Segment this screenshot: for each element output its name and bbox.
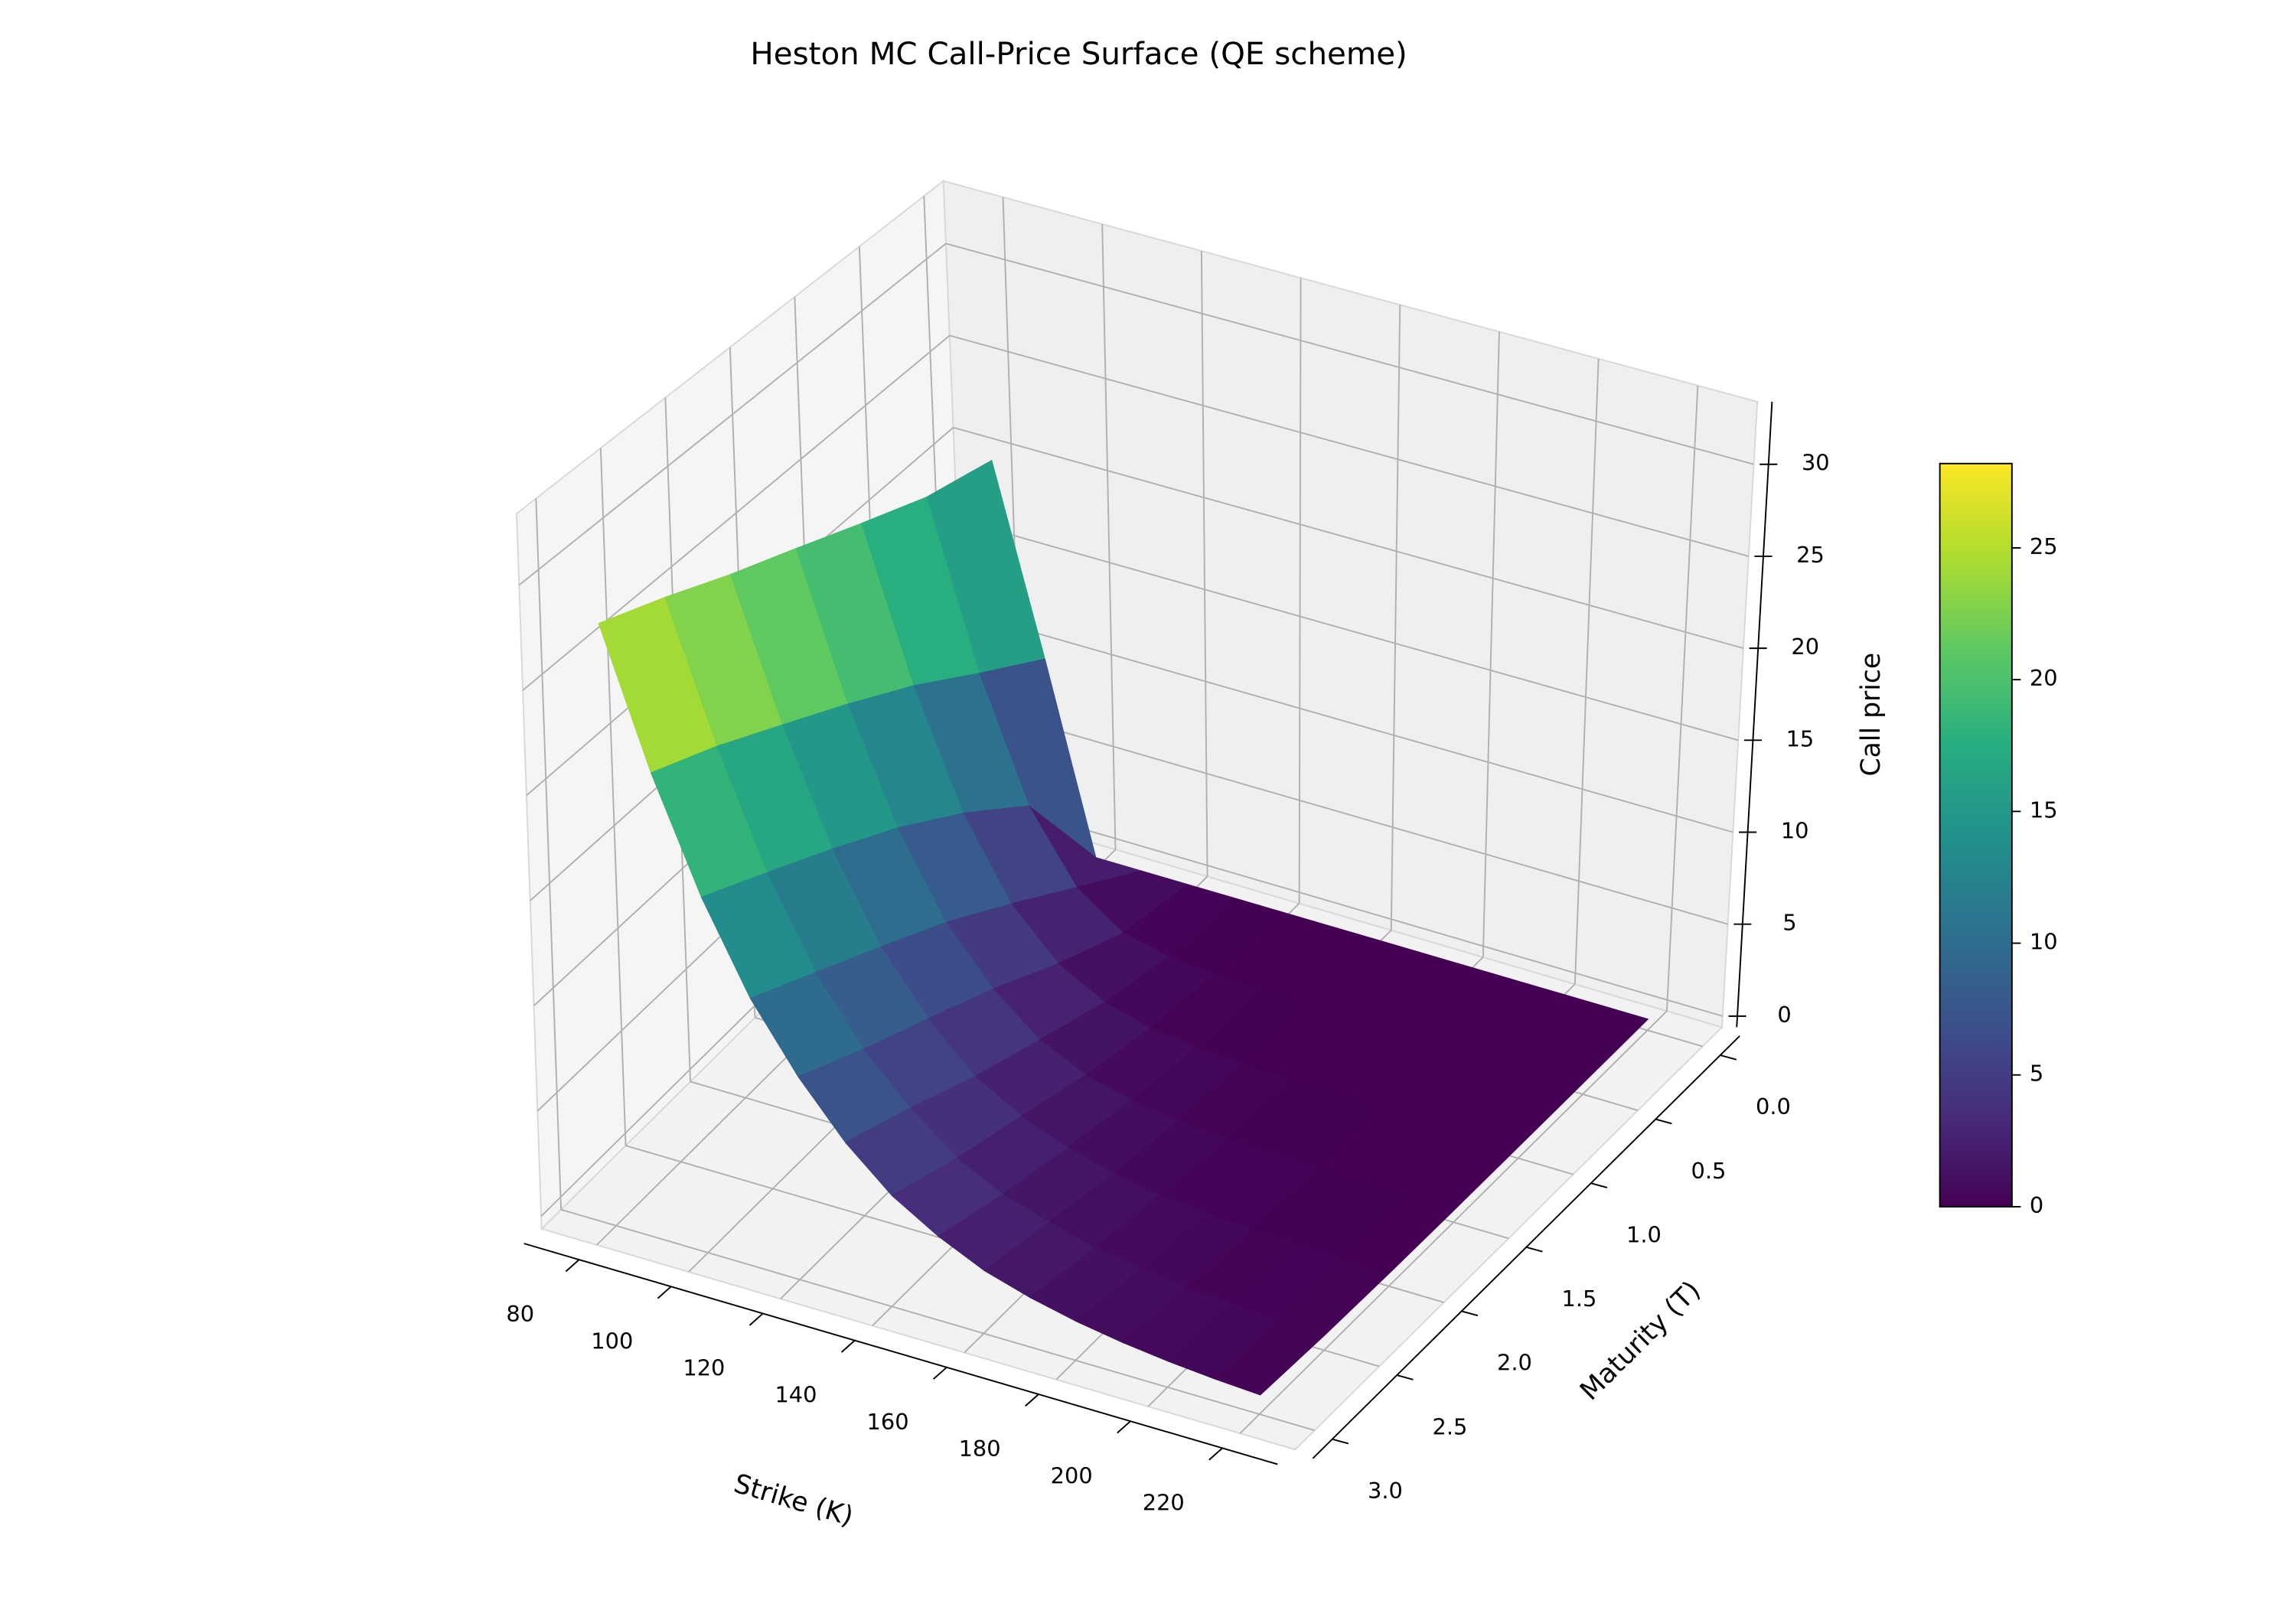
surface-facet bbox=[1214, 1319, 1326, 1396]
grid-line bbox=[535, 498, 563, 1210]
grid-line bbox=[1200, 250, 1208, 877]
z-tick-label: 5 bbox=[1782, 910, 1796, 936]
grid-line bbox=[964, 702, 1728, 925]
grid-line bbox=[967, 794, 1724, 1017]
x-tick-label: 80 bbox=[506, 1301, 534, 1327]
grid-line bbox=[945, 243, 1754, 465]
colorbar: 0 5 10 15 20 25 bbox=[1939, 462, 2058, 1218]
colorbar-tick-label: 0 bbox=[2030, 1192, 2043, 1218]
y-tick bbox=[1590, 1182, 1608, 1188]
grid-line bbox=[522, 334, 951, 691]
colorbar-tick-label: 20 bbox=[2030, 665, 2058, 691]
grid-line bbox=[949, 334, 1750, 557]
y-tick-label: 2.0 bbox=[1497, 1350, 1532, 1376]
grid-line bbox=[1101, 223, 1117, 850]
grid-line bbox=[1665, 385, 1699, 1012]
surface bbox=[598, 460, 1649, 1396]
z-axis-title: Call price bbox=[1856, 653, 1887, 777]
x-tick-label: 200 bbox=[1051, 1462, 1093, 1488]
grid-line bbox=[1574, 358, 1600, 985]
z-tick-label: 10 bbox=[1781, 818, 1809, 844]
z-tick-label: 20 bbox=[1791, 634, 1819, 660]
chart-title: Heston MC Call-Price Surface (QE scheme) bbox=[750, 36, 1407, 72]
y-tick-label: 3.0 bbox=[1368, 1478, 1403, 1504]
grid-line bbox=[518, 243, 947, 586]
grid-line bbox=[957, 518, 1739, 742]
x-tick-label: 120 bbox=[683, 1355, 725, 1381]
grid-line bbox=[960, 611, 1733, 833]
z-tick-label: 15 bbox=[1786, 725, 1815, 751]
y-tick bbox=[1720, 1054, 1737, 1061]
colorbar-tick-label: 10 bbox=[2030, 929, 2058, 955]
colorbar-tick-label: 25 bbox=[2030, 533, 2058, 559]
x-tick-label: 220 bbox=[1143, 1489, 1185, 1515]
x-tick bbox=[657, 1286, 672, 1299]
colorbar-tick-label: 15 bbox=[2030, 797, 2058, 823]
y-tick-label: 1.5 bbox=[1562, 1286, 1597, 1312]
z-tick-label: 30 bbox=[1802, 450, 1830, 476]
y-tick-label: 1.0 bbox=[1626, 1221, 1662, 1247]
y-tick bbox=[1396, 1374, 1414, 1380]
x-tick-label: 180 bbox=[959, 1436, 1001, 1462]
colorbar-gradient bbox=[1939, 462, 2013, 1208]
x-tick bbox=[1208, 1447, 1223, 1461]
z-axis-line bbox=[1736, 401, 1773, 1028]
y-tick bbox=[1525, 1246, 1543, 1253]
x-tick bbox=[748, 1312, 764, 1326]
x-axis-line bbox=[523, 1243, 1278, 1465]
x-tick bbox=[840, 1339, 856, 1353]
z-tick-label: 25 bbox=[1796, 542, 1825, 568]
x-tick bbox=[1025, 1393, 1039, 1407]
x-tick-label: 100 bbox=[591, 1328, 633, 1354]
x-tick bbox=[565, 1259, 580, 1273]
z-tick-label: 0 bbox=[1777, 1002, 1791, 1028]
grid-line bbox=[953, 426, 1744, 650]
y-tick-label: 0.0 bbox=[1756, 1094, 1791, 1120]
x-tick-label: 140 bbox=[775, 1382, 817, 1408]
grid-line bbox=[599, 448, 627, 1146]
y-tick bbox=[1461, 1310, 1479, 1317]
grid-line bbox=[1298, 278, 1302, 904]
y-tick bbox=[1655, 1118, 1672, 1125]
grid-line bbox=[560, 1208, 1315, 1432]
grid-line bbox=[1390, 305, 1401, 931]
colorbar-tick-label: 5 bbox=[2030, 1061, 2043, 1087]
y-tick bbox=[1332, 1438, 1349, 1445]
y-tick-label: 0.5 bbox=[1691, 1158, 1727, 1184]
y-tick-label: 2.5 bbox=[1433, 1413, 1468, 1439]
x-tick-label: 160 bbox=[867, 1409, 909, 1435]
grid-line bbox=[1482, 331, 1500, 957]
x-tick bbox=[1117, 1420, 1131, 1434]
x-tick bbox=[933, 1367, 947, 1380]
back-pane bbox=[942, 180, 1759, 1028]
